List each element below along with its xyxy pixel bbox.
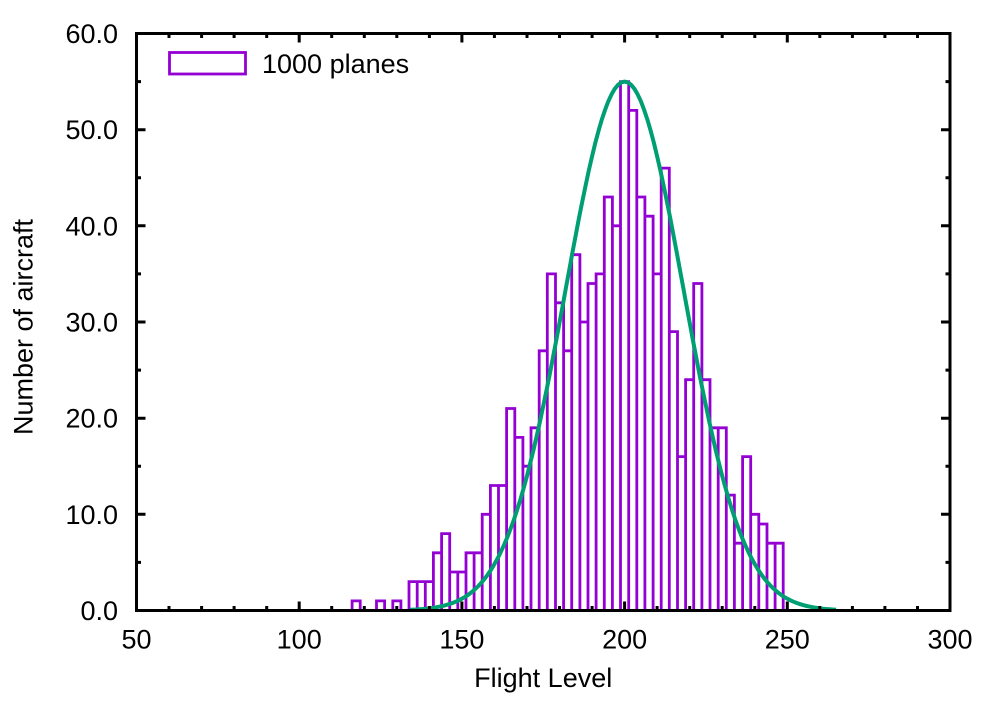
svg-text:50: 50 xyxy=(121,625,151,655)
svg-text:150: 150 xyxy=(439,625,484,655)
svg-text:60.0: 60.0 xyxy=(65,19,118,49)
svg-text:Number of aircraft: Number of aircraft xyxy=(9,218,39,435)
svg-text:30.0: 30.0 xyxy=(65,308,118,338)
svg-text:250: 250 xyxy=(765,625,810,655)
svg-text:Flight Level: Flight Level xyxy=(474,663,612,693)
svg-text:20.0: 20.0 xyxy=(65,404,118,434)
svg-text:1000 planes: 1000 planes xyxy=(262,49,409,79)
svg-text:200: 200 xyxy=(602,625,647,655)
svg-text:10.0: 10.0 xyxy=(65,500,118,530)
svg-text:0.0: 0.0 xyxy=(80,596,118,626)
svg-text:300: 300 xyxy=(927,625,972,655)
svg-text:40.0: 40.0 xyxy=(65,211,118,241)
svg-text:50.0: 50.0 xyxy=(65,115,118,145)
svg-text:100: 100 xyxy=(277,625,322,655)
